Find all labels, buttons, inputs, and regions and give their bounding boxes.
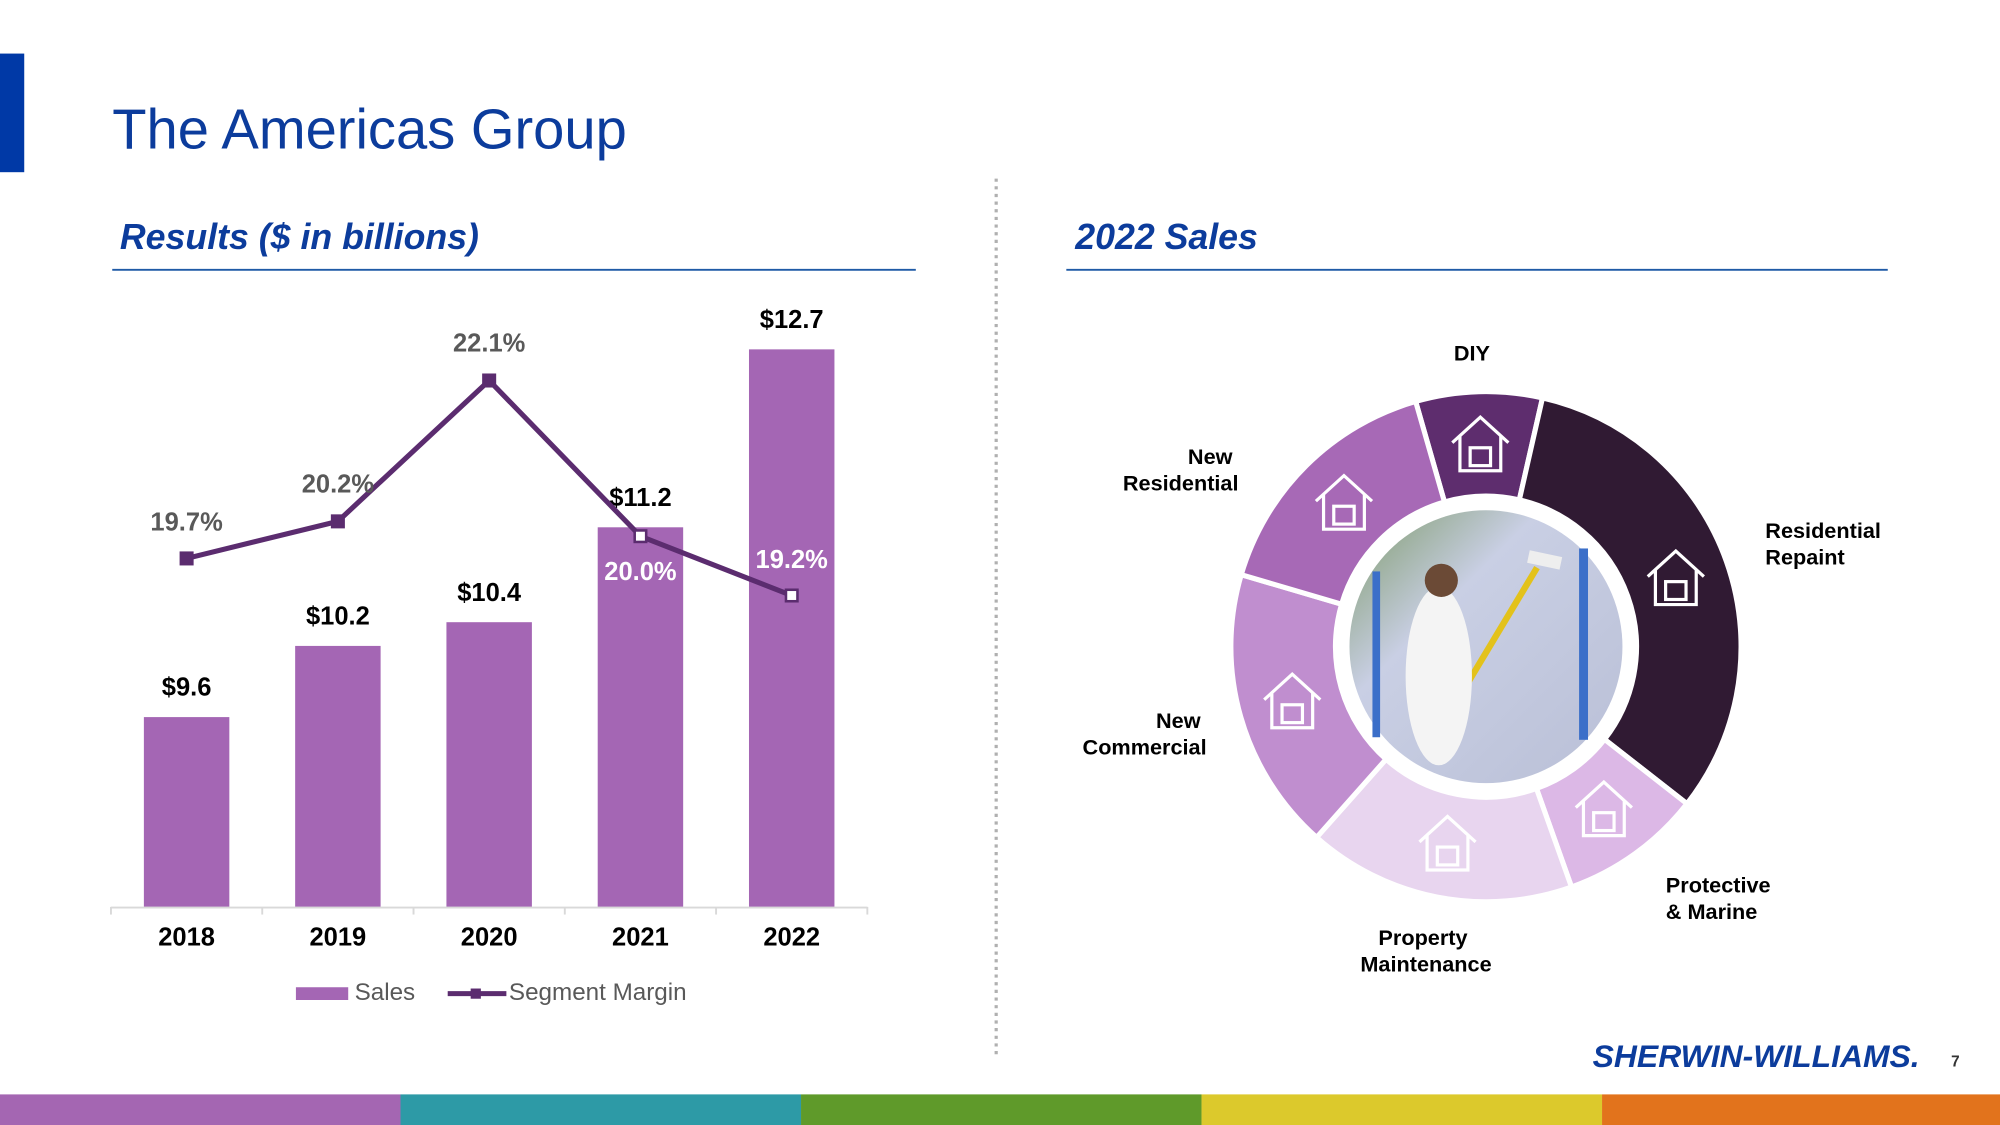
chart-title: 2022 Sales xyxy=(1074,217,1258,257)
marker xyxy=(482,373,497,388)
legend-label: Sales xyxy=(355,979,416,1006)
line xyxy=(185,377,793,598)
data-label: $9.6 xyxy=(162,674,212,702)
photo-person xyxy=(1405,586,1472,766)
footer-stripes xyxy=(0,1094,2000,1125)
slice-label: Residential Repaint xyxy=(1765,518,1887,570)
label-line: Commercial xyxy=(1083,734,1207,759)
icon-shape xyxy=(1468,446,1493,468)
data-label: 19.2% xyxy=(756,546,828,574)
icon-shape xyxy=(1435,845,1460,867)
slice-label: DIY xyxy=(1454,340,1491,365)
photo-door xyxy=(1372,571,1381,738)
icon-shape xyxy=(1332,504,1356,526)
marker xyxy=(784,588,799,603)
page-number: 7 xyxy=(1951,1054,1960,1071)
slice-icon xyxy=(1451,415,1510,473)
label-line: Maintenance xyxy=(1360,951,1491,976)
slice-label: Property Maintenance xyxy=(1360,925,1491,977)
slice-label: New Residential xyxy=(1123,444,1239,496)
label-line: Protective xyxy=(1666,872,1777,897)
bar xyxy=(446,622,532,907)
x-tick-label: 2020 xyxy=(461,924,518,952)
marker xyxy=(179,551,194,566)
legend-swatch xyxy=(470,988,481,999)
label-line: New xyxy=(1188,444,1239,469)
marker xyxy=(330,514,345,529)
slice-label: Protective & Marine xyxy=(1666,872,1777,924)
stripe xyxy=(1602,1094,2000,1125)
slice-icon xyxy=(1418,814,1477,872)
icon-shape xyxy=(1574,779,1633,838)
legend-swatch xyxy=(295,987,349,1000)
slice-icon xyxy=(1314,473,1374,531)
data-label: 20.2% xyxy=(302,470,374,498)
photo-roller xyxy=(1527,550,1563,570)
legend-label: Segment Margin xyxy=(509,979,687,1006)
slice-icon xyxy=(1263,672,1322,730)
logo: SHERWIN-WILLIAMS. xyxy=(1593,1038,1920,1074)
icon-shape xyxy=(1418,814,1477,872)
data-label: $10.2 xyxy=(306,603,370,631)
stripe xyxy=(400,1094,802,1125)
icon-shape xyxy=(1263,672,1322,730)
data-label: 20.0% xyxy=(604,558,676,586)
icon-shape xyxy=(1280,703,1305,725)
stripe xyxy=(1201,1094,1603,1125)
pie-slice xyxy=(1516,394,1744,808)
chart-title: Results ($ in billions) xyxy=(120,217,479,257)
pie-slice xyxy=(1238,398,1448,608)
photo-roller xyxy=(1457,565,1540,697)
data-label: 19.7% xyxy=(150,509,222,537)
marker xyxy=(633,529,648,544)
slice-icon xyxy=(1646,548,1705,607)
icon-shape xyxy=(1314,473,1374,531)
x-tick-label: 2019 xyxy=(310,924,367,952)
legend: Sales Segment Margin xyxy=(295,979,687,1006)
icon-shape xyxy=(1664,580,1688,602)
label-line: & Marine xyxy=(1666,899,1758,924)
bar xyxy=(143,717,230,907)
label-line: Repaint xyxy=(1765,544,1844,569)
data-label: $12.7 xyxy=(760,306,824,334)
data-label: 22.1% xyxy=(453,330,525,358)
photo-person xyxy=(1424,563,1458,597)
x-tick-label: 2018 xyxy=(158,924,215,952)
slice-label: New Commercial xyxy=(1083,708,1207,760)
label-line: Residential xyxy=(1123,470,1239,495)
label-line: Property xyxy=(1378,925,1473,950)
data-label: $10.4 xyxy=(457,579,522,607)
bar xyxy=(597,527,684,907)
icon-shape xyxy=(1451,415,1510,473)
icon-shape xyxy=(1592,811,1616,833)
slice-icon xyxy=(1574,779,1633,838)
bar xyxy=(748,349,835,907)
stripe xyxy=(801,1094,1202,1125)
pie-slice xyxy=(1228,571,1390,842)
label-line: New xyxy=(1156,708,1207,733)
bar xyxy=(295,645,381,907)
x-tick-label: 2022 xyxy=(763,924,820,952)
stripe xyxy=(0,1094,401,1125)
slide-title: The Americas Group xyxy=(112,98,627,161)
photo-door xyxy=(1579,548,1589,740)
x-tick-label: 2021 xyxy=(612,924,669,952)
pie-slice xyxy=(1312,755,1575,905)
label-line: Residential xyxy=(1765,518,1887,543)
accent-bar xyxy=(0,53,25,173)
data-label: $11.2 xyxy=(609,484,671,512)
icon-shape xyxy=(1646,548,1705,607)
